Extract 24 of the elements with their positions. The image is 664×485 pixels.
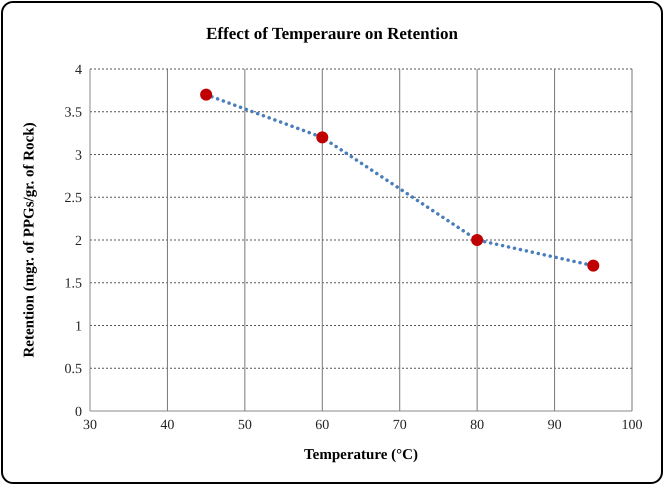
y-tick-label: 0.5 <box>64 362 82 378</box>
x-tick-label: 80 <box>470 418 484 433</box>
chart-title: Effect of Temperaure on Retention <box>205 24 459 44</box>
y-tick-label: 4 <box>75 62 82 78</box>
y-tick-label: 3 <box>75 148 82 164</box>
y-tick-label: 1.5 <box>64 276 82 292</box>
y-tick-label: 2 <box>75 234 82 249</box>
y-tick-label: 3.5 <box>64 106 82 121</box>
x-tick-label: 50 <box>238 418 252 433</box>
x-tick-label: 40 <box>160 418 174 433</box>
y-tick-label: 1 <box>75 319 82 334</box>
x-tick-label: 70 <box>392 418 407 433</box>
x-axis-title: Temperature (°C) <box>304 447 418 463</box>
x-tick-label: 100 <box>622 418 642 433</box>
x-tick-label: 60 <box>315 418 330 433</box>
x-tick-label: 90 <box>548 418 562 433</box>
point <box>200 88 212 101</box>
y-axis-title: Retention (mgr. of PPGs/gr. of Rock) <box>21 122 38 358</box>
point <box>316 131 328 144</box>
x-tick-label: 30 <box>83 418 97 433</box>
y-tick-label: 0 <box>75 404 82 420</box>
point <box>471 234 484 246</box>
y-tick-label: 2.5 <box>64 191 82 206</box>
point <box>587 260 600 272</box>
